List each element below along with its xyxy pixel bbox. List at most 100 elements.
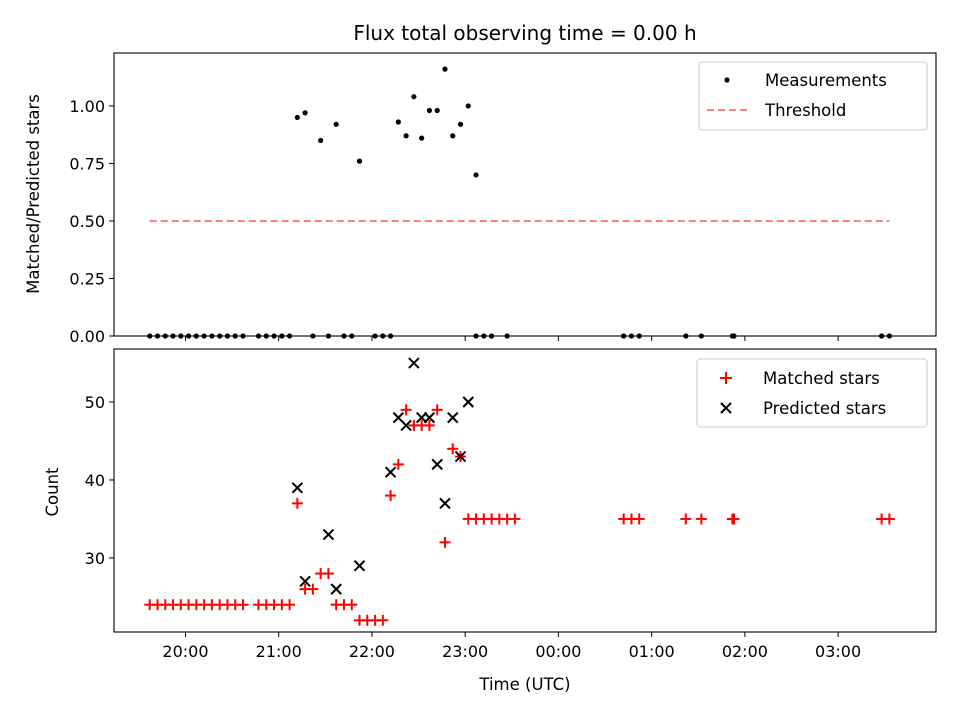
top-y-tick-label: 0.75 — [69, 154, 105, 173]
measurement-point — [201, 333, 207, 339]
measurement-point — [488, 333, 495, 339]
measurement-point — [162, 333, 168, 339]
bottom-x-tick-label: 22:00 — [349, 642, 395, 661]
bottom-y-tick-label: 50 — [85, 393, 105, 412]
measurement-point — [465, 103, 471, 109]
measurement-point — [279, 333, 285, 339]
predicted-point — [384, 466, 397, 478]
measurement-point — [349, 333, 355, 339]
matched-point — [883, 513, 895, 525]
predicted-point — [299, 575, 311, 588]
chart-title: Flux total observing time = 0.00 h — [353, 21, 696, 45]
bottom-y-tick-label: 30 — [85, 549, 105, 568]
legend-predicted-label: Predicted stars — [763, 399, 886, 418]
bottom-x-tick-label: 21:00 — [256, 642, 302, 661]
matched-point — [695, 513, 707, 525]
bottom-x-tick-label: 23:00 — [442, 642, 488, 661]
top-y-tick-label: 0.25 — [69, 269, 105, 288]
measurement-point — [387, 333, 394, 339]
measurement-point — [419, 135, 425, 141]
measurement-point — [731, 333, 737, 339]
predicted-point — [330, 583, 342, 595]
matched-point — [633, 513, 645, 525]
predicted-point — [408, 357, 420, 369]
matched-point — [322, 568, 334, 580]
bottom-y-tick-label: 40 — [85, 471, 105, 490]
predicted-series — [291, 357, 474, 595]
measurement-point — [286, 333, 293, 339]
predicted-point — [291, 482, 304, 494]
predicted-point — [400, 419, 412, 432]
bottom-y-axis-label: Count — [43, 467, 62, 517]
matched-point — [377, 614, 389, 626]
measurement-point — [178, 333, 184, 339]
measurement-point — [209, 333, 215, 339]
predicted-point — [462, 396, 474, 408]
top-y-tick-label: 0.50 — [69, 212, 105, 231]
top-legend-box — [698, 61, 928, 131]
matched-point — [284, 599, 296, 611]
bottom-x-tick-label: 01:00 — [629, 642, 675, 661]
measurement-point — [341, 333, 347, 339]
measurement-point — [217, 333, 223, 339]
measurement-point — [504, 333, 510, 339]
bottom-x-tick-label: 03:00 — [815, 642, 861, 661]
matched-series — [144, 404, 895, 626]
measurement-point — [302, 110, 308, 116]
measurement-point — [879, 333, 885, 339]
matched-point — [439, 536, 451, 548]
measurement-point — [621, 333, 627, 339]
predicted-point — [447, 411, 459, 424]
bottom-x-tick-label: 02:00 — [722, 642, 768, 661]
bottom-x-tick-label: 20:00 — [162, 642, 208, 661]
predicted-point — [431, 458, 443, 471]
bottom-legend-box — [696, 358, 928, 428]
measurement-point — [636, 333, 642, 339]
measurement-point — [170, 333, 176, 339]
measurement-point — [147, 333, 153, 339]
matched-point — [728, 513, 740, 525]
measurement-point — [232, 333, 238, 339]
matched-point — [447, 443, 459, 455]
bottom-x-ticks: 20:00 21:00 22:00 23:00 00:00 01:00 02:00 03:00 — [162, 632, 861, 661]
measurement-point — [325, 333, 332, 339]
bottom-y-ticks: 30 40 50 — [85, 393, 114, 568]
legend-measurements-marker — [724, 77, 730, 83]
top-y-ticks: 0.00 0.25 0.50 0.75 1.00 — [69, 97, 114, 346]
measurement-point — [380, 333, 386, 339]
matched-point — [307, 583, 319, 595]
matched-point — [423, 419, 435, 431]
measurement-series — [147, 66, 892, 339]
measurement-point — [411, 94, 417, 100]
measurement-point — [240, 333, 246, 339]
measurement-point — [318, 137, 324, 144]
top-legend: Measurements Threshold — [698, 61, 928, 131]
matched-point — [509, 513, 521, 525]
measurement-point — [356, 158, 363, 164]
matched-point — [346, 599, 358, 611]
measurement-point — [450, 133, 456, 139]
top-panel: Flux total observing time = 0.00 h Match… — [24, 21, 937, 346]
measurement-point — [886, 333, 892, 339]
measurement-point — [255, 333, 262, 339]
matched-point — [400, 404, 412, 416]
legend-threshold-label: Threshold — [764, 101, 846, 120]
measurement-point — [457, 121, 464, 127]
measurement-point — [426, 107, 433, 114]
predicted-point — [439, 497, 451, 510]
predicted-point — [454, 450, 467, 463]
measurement-point — [193, 333, 199, 339]
bottom-x-axis-label: Time (UTC) — [478, 675, 570, 694]
measurement-point — [395, 119, 401, 125]
measurement-point — [434, 107, 440, 114]
predicted-point — [353, 560, 366, 572]
measurement-point — [310, 333, 316, 339]
bottom-legend: Matched stars Predicted stars — [696, 358, 928, 428]
top-y-axis-label: Matched/Predicted stars — [24, 94, 43, 294]
measurement-point — [473, 172, 479, 178]
legend-matched-label: Matched stars — [763, 369, 880, 388]
measurement-point — [683, 333, 689, 339]
measurement-point — [271, 333, 277, 339]
measurement-point — [372, 333, 378, 339]
